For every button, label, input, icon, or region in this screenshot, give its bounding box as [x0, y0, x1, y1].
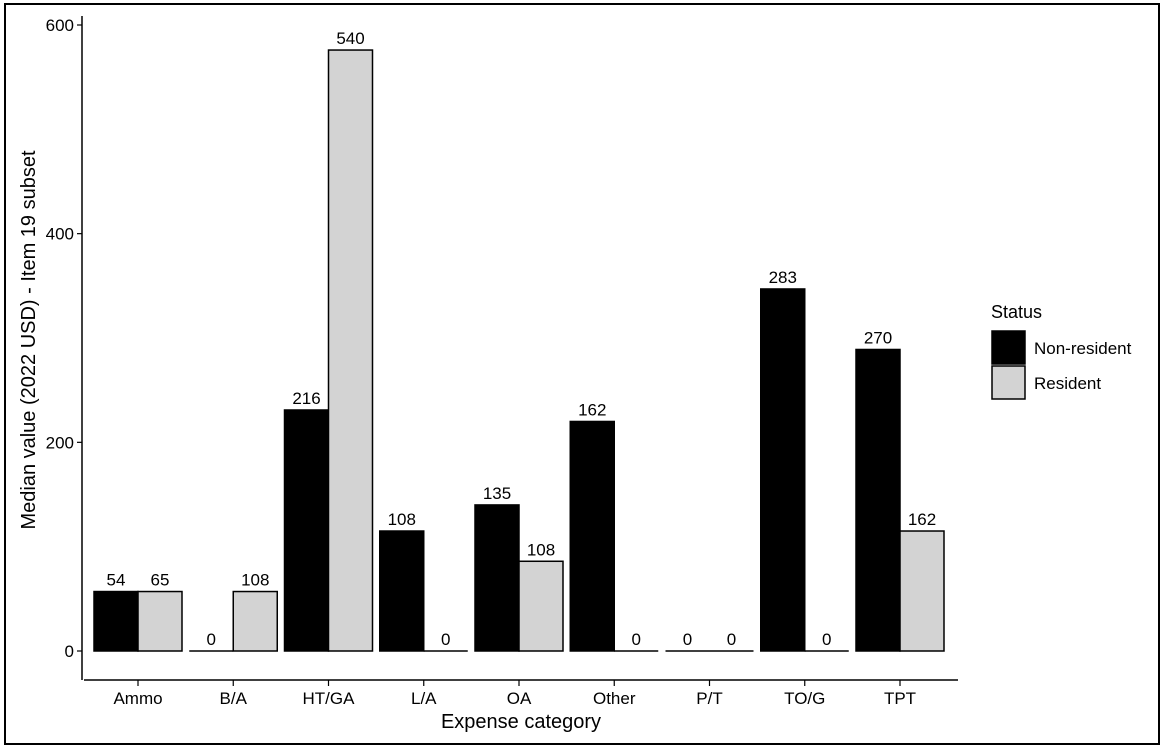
bar-non-resident [379, 530, 425, 652]
data-label: 283 [769, 268, 797, 287]
y-axis: 0 200 400 600 [46, 16, 83, 680]
x-tick-label: TPT [884, 689, 916, 708]
bar-resident [327, 49, 374, 652]
x-tick-label: HT/GA [303, 689, 356, 708]
bar-non-resident [93, 590, 139, 652]
bar-non-resident [855, 348, 901, 652]
y-axis-title: Median value (2022 USD) - Item 19 subset [18, 150, 40, 530]
data-label: 162 [578, 400, 606, 419]
y-tick-label: 600 [46, 16, 74, 35]
legend: Status Non-resident Resident [991, 302, 1132, 400]
bar-non-resident [283, 409, 330, 652]
y-tick-label: 200 [46, 433, 74, 452]
data-label: 54 [107, 571, 126, 590]
bar-non-resident [760, 288, 806, 652]
x-tick-label: L/A [411, 689, 437, 708]
bar-resident [232, 590, 278, 652]
x-tick-label: OA [507, 689, 532, 708]
legend-key-resident [991, 365, 1026, 400]
data-label: 108 [527, 540, 555, 559]
y-tick-label: 0 [65, 642, 74, 661]
x-axis-title: Expense category [441, 711, 601, 733]
data-label: 0 [822, 630, 831, 649]
data-label: 0 [632, 630, 641, 649]
x-tick-label: B/A [220, 689, 248, 708]
data-label: 162 [908, 510, 936, 529]
data-label: 0 [207, 630, 216, 649]
x-tick-label: Other [593, 689, 636, 708]
x-tick-label: Ammo [113, 689, 162, 708]
data-label: 270 [864, 328, 892, 347]
data-label: 0 [683, 630, 692, 649]
bar-resident [518, 560, 564, 652]
bar-non-resident [569, 420, 615, 652]
legend-label: Resident [1034, 374, 1101, 393]
data-label: 108 [241, 571, 269, 590]
bar-resident [899, 530, 945, 652]
y-tick-label: 400 [46, 225, 74, 244]
x-axis: Ammo B/A HT/GA L/A OA Other P/T TO/G TPT [84, 679, 958, 708]
legend-title: Status [991, 302, 1042, 322]
data-label: 540 [336, 29, 364, 48]
data-label: 135 [483, 484, 511, 503]
x-tick-label: P/T [696, 689, 722, 708]
data-label: 108 [388, 510, 416, 529]
bar-resident [137, 590, 183, 652]
data-label: 65 [151, 571, 170, 590]
data-label: 0 [727, 630, 736, 649]
x-tick-label: TO/G [784, 689, 825, 708]
data-label: 216 [292, 389, 320, 408]
legend-label: Non-resident [1034, 339, 1132, 358]
bars [93, 49, 945, 652]
bar-non-resident [474, 504, 520, 652]
legend-key-non-resident [991, 330, 1026, 365]
data-label: 0 [441, 630, 450, 649]
